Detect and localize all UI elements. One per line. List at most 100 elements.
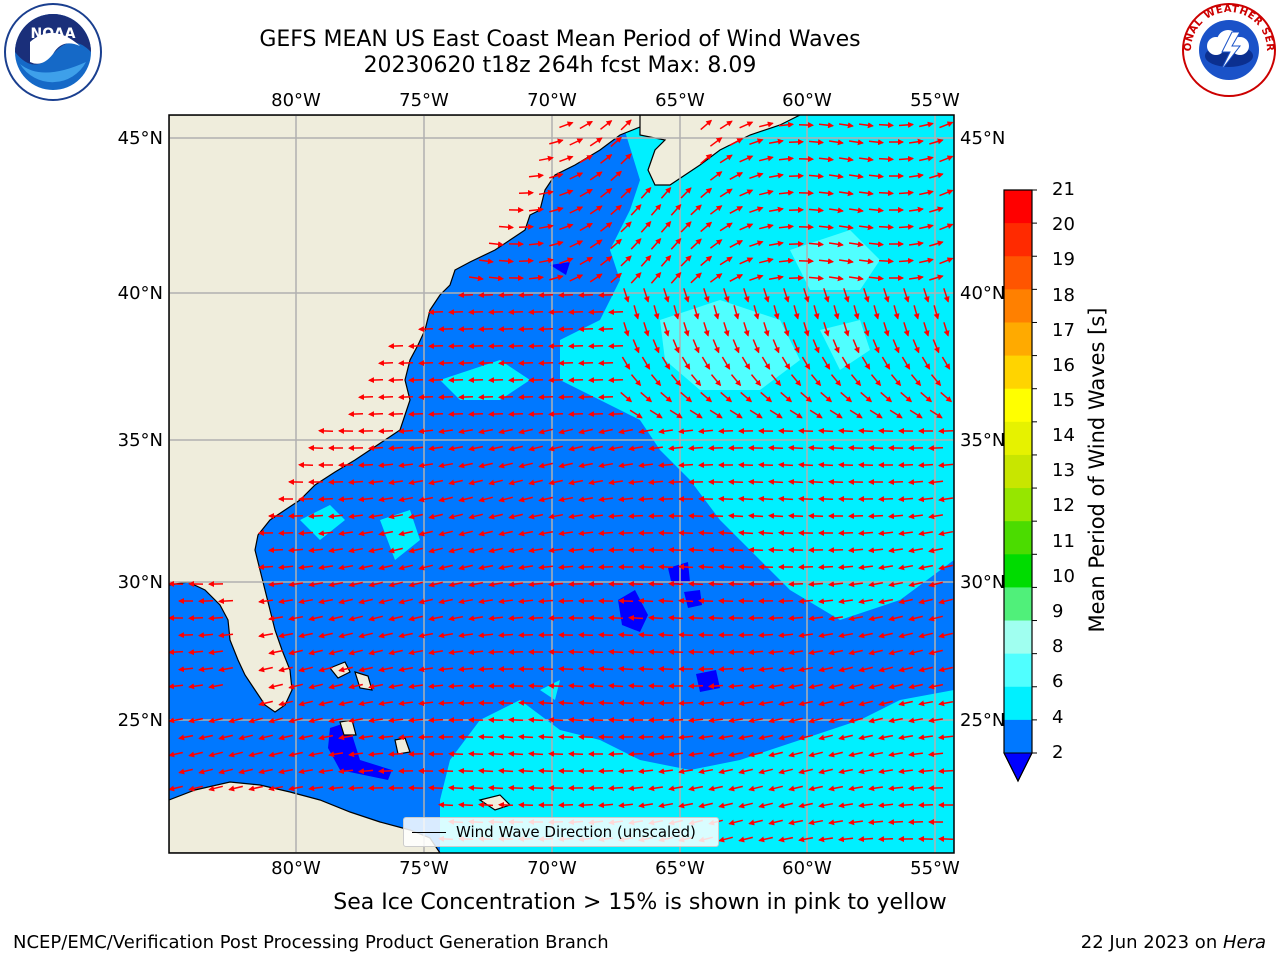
wave-direction-arrow	[308, 683, 323, 690]
wave-direction-arrow	[878, 122, 894, 129]
wave-direction-arrow	[888, 683, 903, 690]
wave-direction-arrow	[278, 632, 294, 639]
wave-direction-arrow	[288, 751, 303, 758]
wave-direction-arrow	[608, 479, 624, 486]
wave-direction-arrow	[378, 530, 394, 537]
wave-direction-arrow	[578, 360, 594, 367]
wave-direction-arrow	[218, 768, 233, 775]
wave-direction-arrow	[818, 802, 834, 809]
wave-direction-arrow	[478, 632, 494, 639]
wave-direction-arrow	[728, 683, 744, 690]
wave-direction-arrow	[348, 547, 364, 554]
vector-legend: Wind Wave Direction (unscaled)	[403, 817, 719, 847]
wave-direction-arrow	[348, 683, 363, 690]
wave-direction-arrow	[748, 683, 764, 690]
wave-direction-arrow	[558, 292, 574, 299]
footer-credit: NCEP/EMC/Verification Post Processing Pr…	[13, 932, 609, 953]
wave-direction-arrow	[608, 309, 624, 316]
wave-direction-arrow	[308, 513, 324, 520]
wave-direction-arrow	[538, 564, 553, 571]
wave-direction-arrow	[868, 683, 883, 690]
wave-direction-arrow	[708, 751, 724, 758]
wave-direction-arrow	[643, 288, 650, 303]
wave-direction-arrow	[478, 564, 494, 571]
wave-direction-arrow	[508, 513, 523, 520]
wave-direction-arrow	[918, 700, 934, 707]
wave-direction-arrow	[820, 391, 833, 403]
wave-direction-arrow	[718, 734, 734, 741]
wave-direction-arrow	[798, 768, 813, 775]
wave-direction-arrow	[798, 461, 814, 468]
wave-direction-arrow	[388, 411, 404, 418]
wave-direction-arrow	[739, 121, 754, 129]
wave-direction-arrow	[568, 411, 584, 418]
wave-direction-arrow	[318, 427, 334, 434]
wave-direction-arrow	[318, 496, 334, 503]
wave-direction-arrow	[438, 666, 454, 673]
wave-direction-arrow	[408, 411, 424, 418]
wave-direction-arrow	[268, 717, 283, 724]
wave-direction-arrow	[878, 564, 894, 571]
wave-direction-arrow	[858, 427, 874, 434]
wave-direction-arrow	[218, 632, 234, 639]
wave-direction-arrow	[588, 377, 604, 384]
wave-direction-arrow	[692, 339, 700, 354]
wave-direction-arrow	[670, 272, 682, 284]
wave-direction-arrow	[358, 700, 374, 707]
wave-direction-arrow	[588, 445, 603, 452]
wave-direction-arrow	[658, 462, 674, 469]
wave-direction-arrow	[338, 598, 353, 605]
wave-direction-arrow	[740, 391, 753, 403]
wave-direction-arrow	[438, 530, 453, 537]
wave-direction-arrow	[938, 530, 954, 537]
wave-direction-arrow	[568, 445, 583, 452]
wave-direction-arrow	[610, 204, 622, 216]
wave-direction-arrow	[653, 305, 660, 320]
wave-direction-arrow	[268, 615, 284, 622]
wave-direction-arrow	[468, 615, 484, 622]
wave-direction-arrow	[338, 666, 353, 673]
wave-direction-arrow	[732, 339, 740, 354]
wave-direction-arrow	[589, 171, 603, 181]
wave-direction-arrow	[348, 717, 364, 724]
wave-direction-arrow	[418, 462, 434, 469]
lon-ticks-top: 80°W 75°W 70°W 65°W 60°W 55°W	[271, 90, 960, 111]
wave-direction-arrow	[759, 257, 774, 264]
wave-direction-arrow	[938, 666, 953, 673]
wave-direction-arrow	[738, 700, 754, 707]
wave-direction-arrow	[739, 257, 754, 265]
wave-direction-arrow	[358, 564, 373, 571]
wave-direction-arrow	[538, 326, 554, 333]
colorbar-extend-triangle	[1003, 752, 1033, 783]
wave-direction-arrow	[678, 428, 694, 435]
wave-direction-arrow	[898, 189, 914, 196]
wave-direction-arrow	[488, 513, 503, 520]
wave-direction-arrow	[600, 188, 613, 198]
wave-direction-arrow	[468, 343, 484, 350]
wave-direction-arrow	[749, 409, 763, 419]
wave-direction-arrow	[858, 700, 873, 707]
wave-direction-arrow	[878, 700, 893, 707]
wave-direction-arrow	[508, 784, 524, 791]
wave-direction-arrow	[848, 717, 863, 724]
wave-direction-arrow	[703, 288, 710, 303]
lon-tick: 75°W	[399, 90, 449, 111]
colorbar-swatch	[1004, 322, 1032, 357]
wave-direction-arrow	[678, 631, 694, 638]
wave-direction-arrow	[749, 138, 764, 146]
wave-direction-arrow	[758, 632, 774, 639]
wave-direction-arrow	[658, 768, 673, 775]
wave-direction-arrow	[528, 240, 544, 247]
wave-direction-arrow	[538, 733, 554, 740]
colorbar-tick: 4	[1052, 707, 1064, 728]
wave-direction-arrow	[650, 203, 662, 216]
wave-direction-arrow	[709, 205, 723, 215]
wave-direction-arrow	[628, 614, 644, 621]
wave-direction-arrow	[858, 768, 874, 775]
wave-direction-arrow	[878, 496, 894, 503]
wave-direction-arrow	[678, 462, 694, 469]
wave-direction-arrow	[578, 428, 593, 435]
wave-direction-arrow	[939, 223, 954, 231]
wave-direction-arrow	[368, 717, 384, 724]
wave-direction-arrow	[448, 309, 464, 316]
